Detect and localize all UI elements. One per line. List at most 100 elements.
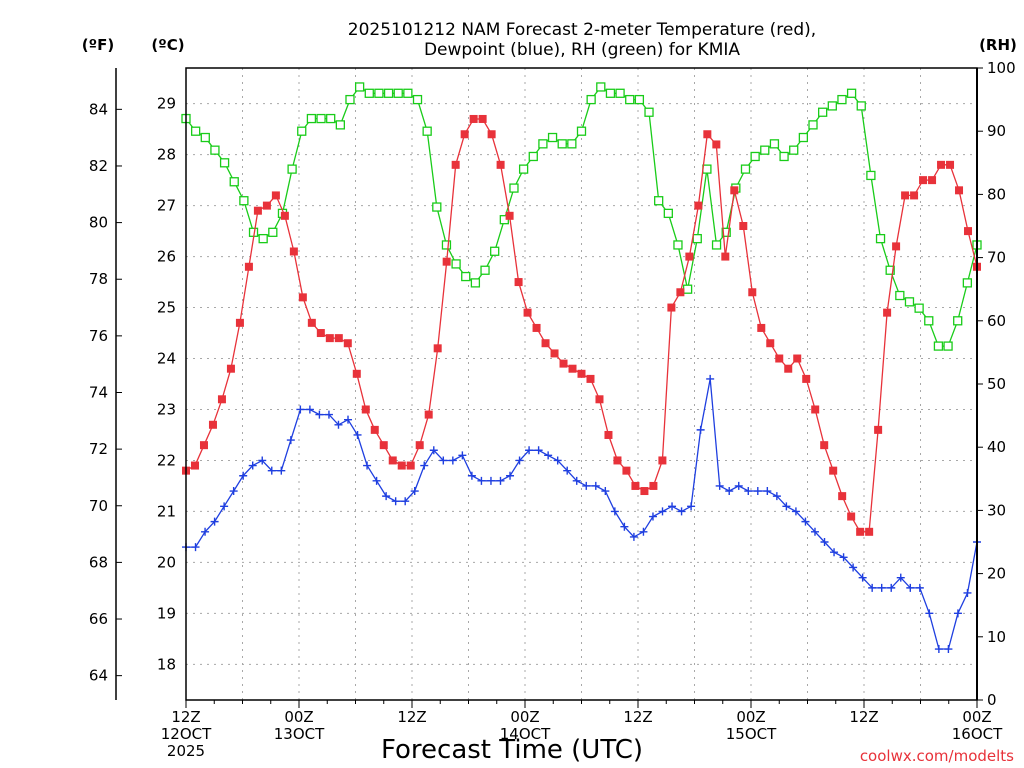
dewpoint-point: [229, 487, 238, 496]
fahrenheit-tick-label: 70: [89, 497, 108, 515]
rh-point: [750, 151, 760, 162]
dewpoint-point: [486, 476, 495, 485]
rh-point: [837, 94, 847, 105]
rh-tick-label: 10: [987, 628, 1006, 646]
dewpoint-point: [496, 476, 505, 485]
rh-point: [721, 227, 731, 237]
temperature-point: [415, 441, 424, 450]
temperature-point: [748, 288, 757, 297]
temperature-point: [190, 461, 199, 470]
temperature-point: [730, 186, 739, 195]
dewpoint-point: [363, 461, 372, 470]
rh-point: [692, 233, 702, 244]
dewpoint-point: [620, 522, 629, 531]
dewpoint-point: [944, 645, 953, 654]
rh-point: [335, 120, 345, 130]
temperature-point: [496, 160, 505, 169]
rh-point: [557, 139, 567, 149]
rh-point: [866, 170, 876, 181]
rh-point: [326, 113, 336, 124]
temperature-point: [703, 130, 712, 139]
temperature-point: [271, 191, 280, 200]
temperature-point: [469, 114, 478, 123]
dewpoint-point: [258, 456, 267, 465]
rh-point: [287, 164, 297, 174]
celsius-tick-label: 24: [157, 350, 176, 368]
temperature-point: [757, 323, 766, 332]
dewpoint-point: [887, 583, 896, 592]
dewpoint-point: [791, 507, 800, 516]
celsius-tick-label: 22: [157, 451, 176, 469]
dewpoint-line: [186, 378, 978, 650]
dewpoint-point: [534, 446, 543, 455]
rh-tick-label: 70: [987, 249, 1006, 267]
temperature-point: [811, 405, 820, 414]
dewpoint-point: [706, 374, 715, 383]
rh-point: [789, 145, 799, 155]
celsius-tick-label: 23: [157, 400, 176, 418]
dewpoint-point: [315, 410, 324, 419]
temperature-point: [883, 308, 892, 317]
rh-point: [779, 151, 789, 162]
rh-point: [461, 271, 471, 282]
x-tick-label: 13OCT: [274, 725, 325, 743]
rh-point: [924, 316, 934, 326]
temperature-point: [505, 211, 514, 220]
rh-point: [393, 88, 403, 98]
temperature-point: [712, 140, 721, 149]
dewpoint-point: [201, 527, 210, 536]
temperature-point: [595, 395, 604, 404]
x-tick-label: 12Z: [171, 708, 200, 726]
rh-point: [490, 246, 500, 256]
rh-point: [769, 139, 780, 149]
temperature-point: [550, 349, 559, 358]
rh-point: [268, 227, 278, 237]
rh-point: [567, 139, 577, 149]
dewpoint-point: [429, 446, 438, 455]
credit-link[interactable]: coolwx.com/modelts: [860, 747, 1014, 765]
dewpoint-point: [782, 502, 791, 511]
rh-point: [480, 265, 490, 275]
rh-point: [962, 278, 973, 288]
x-tick-label: 12Z: [397, 708, 426, 726]
temperature-point: [343, 339, 352, 348]
dewpoint-point: [563, 466, 572, 475]
temperature-point: [649, 481, 658, 490]
temperature-point: [901, 191, 910, 200]
grid: [186, 68, 977, 700]
rh-point: [403, 88, 413, 98]
temperature-point: [946, 160, 955, 169]
temperature-point: [892, 242, 901, 251]
dewpoint-point: [658, 507, 667, 516]
temperature-point: [289, 247, 298, 256]
rh-point: [904, 297, 915, 307]
temperature-point: [694, 201, 703, 210]
dewpoint-point: [772, 492, 781, 501]
temperature-point: [739, 222, 748, 230]
dewpoint-point: [668, 502, 677, 511]
temperature-point: [433, 344, 442, 353]
celsius-tick-label: 19: [157, 604, 176, 622]
temperature-point: [820, 441, 829, 450]
rh-point: [818, 107, 828, 117]
dewpoint-point: [267, 466, 276, 475]
temperature-point: [541, 339, 550, 348]
dewpoint-point: [353, 430, 362, 439]
rh-point: [258, 233, 268, 244]
series-group: [181, 82, 982, 654]
rh-point: [200, 132, 210, 143]
dewpoint-point: [906, 583, 915, 592]
temperature-point: [640, 487, 649, 496]
rh-point: [895, 290, 905, 301]
temperature-point: [928, 176, 937, 185]
temperature-point: [280, 211, 289, 220]
temperature-point: [379, 441, 388, 450]
temperature-point: [577, 369, 586, 378]
dewpoint-point: [601, 487, 610, 496]
rh-point: [596, 82, 606, 92]
celsius-tick-label: 18: [157, 655, 176, 673]
temperature-point: [487, 130, 496, 139]
temperature-point: [514, 278, 523, 287]
x-tick-label: 00Z: [510, 708, 539, 726]
rh-point: [760, 145, 770, 155]
